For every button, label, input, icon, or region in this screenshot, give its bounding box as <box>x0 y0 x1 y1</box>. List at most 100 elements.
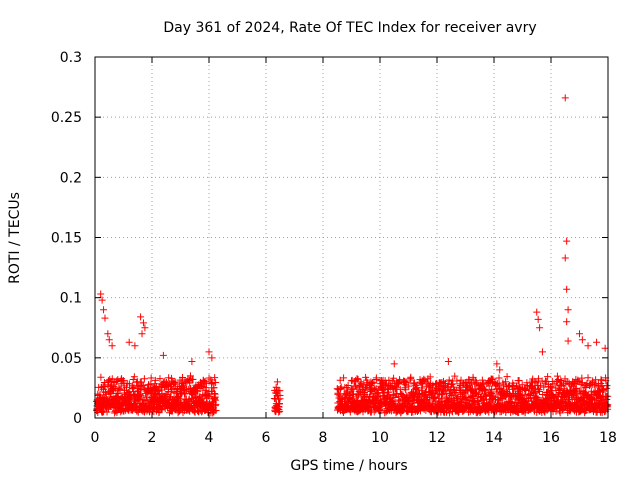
data-point <box>461 379 469 387</box>
data-point <box>407 373 415 381</box>
data-point <box>496 366 504 374</box>
data-point <box>576 330 583 338</box>
data-point <box>276 392 284 400</box>
data-point <box>413 386 421 394</box>
y-tick-label: 0.3 <box>60 50 82 66</box>
data-point <box>156 375 164 383</box>
data-point <box>405 382 413 390</box>
data-point <box>515 377 523 385</box>
data-point <box>582 384 590 392</box>
data-points <box>92 94 612 417</box>
y-tick-labels: 0 0.05 0.1 0.15 0.2 0.25 0.3 <box>51 50 82 427</box>
data-point <box>372 385 380 393</box>
data-point <box>212 400 220 408</box>
data-point <box>488 386 496 394</box>
data-point <box>171 379 179 387</box>
x-tick-label: 16 <box>542 430 560 446</box>
data-point <box>157 406 165 414</box>
data-point <box>438 378 446 386</box>
data-point <box>401 377 409 385</box>
data-point <box>552 407 560 415</box>
data-point <box>113 409 121 417</box>
data-point <box>151 376 159 384</box>
data-point <box>564 337 572 345</box>
data-point <box>356 381 364 389</box>
x-tick-label: 12 <box>428 430 446 446</box>
data-point <box>536 324 544 332</box>
x-tick-labels: 0 2 4 6 8 10 12 14 16 18 <box>91 430 617 446</box>
data-point <box>473 380 481 388</box>
data-point <box>577 380 585 388</box>
x-tick-label: 2 <box>148 430 157 446</box>
data-point <box>206 392 214 400</box>
data-point <box>568 396 576 404</box>
x-tick-label: 10 <box>371 430 389 446</box>
axis-ticks <box>94 56 609 419</box>
data-point <box>535 386 543 394</box>
data-point <box>453 377 461 385</box>
data-point <box>104 330 112 338</box>
data-point <box>179 373 187 381</box>
data-point <box>116 385 124 393</box>
data-point <box>180 382 188 390</box>
data-point <box>350 378 358 386</box>
data-point <box>563 318 571 326</box>
x-tick-label: 4 <box>205 430 214 446</box>
data-point <box>574 376 582 384</box>
data-point <box>136 390 144 398</box>
data-point <box>369 379 377 387</box>
data-point <box>584 342 592 350</box>
data-point <box>578 336 586 344</box>
data-point <box>161 377 169 385</box>
data-point <box>402 386 410 394</box>
data-point <box>186 372 194 380</box>
data-point <box>561 94 569 102</box>
data-point <box>141 324 149 332</box>
data-point <box>353 375 361 383</box>
data-point <box>425 388 433 396</box>
data-point <box>175 394 183 402</box>
data-point <box>578 374 586 382</box>
data-point <box>101 314 109 322</box>
data-point <box>451 372 459 380</box>
data-point <box>603 382 611 390</box>
data-point <box>481 386 489 394</box>
data-point <box>138 330 146 338</box>
data-point <box>201 378 209 386</box>
data-point <box>211 396 219 404</box>
data-point <box>147 374 155 382</box>
data-point <box>165 374 173 382</box>
data-point <box>108 342 116 350</box>
data-point <box>399 405 407 413</box>
data-point <box>587 380 595 388</box>
data-point <box>457 376 465 384</box>
data-point <box>563 285 571 293</box>
y-tick-label: 0 <box>73 411 82 427</box>
x-tick-label: 14 <box>485 430 503 446</box>
grid <box>95 57 608 418</box>
data-point <box>533 308 541 316</box>
data-point <box>538 348 546 356</box>
data-point <box>108 375 116 383</box>
data-point <box>372 374 380 382</box>
data-point <box>171 380 179 388</box>
data-point <box>385 388 393 396</box>
data-point <box>390 374 398 382</box>
x-tick-label: 0 <box>91 430 100 446</box>
data-point <box>455 385 463 393</box>
data-point <box>210 384 218 392</box>
data-point <box>188 357 196 365</box>
data-point <box>485 382 493 390</box>
data-point <box>114 390 122 398</box>
data-point <box>521 397 529 405</box>
data-point <box>97 373 105 381</box>
data-point <box>276 407 284 415</box>
y-tick-label: 0.15 <box>51 231 82 247</box>
data-point <box>122 384 130 392</box>
data-point <box>544 373 552 381</box>
y-tick-label: 0.05 <box>51 351 82 367</box>
data-point <box>131 342 139 350</box>
data-point <box>546 383 554 391</box>
data-point <box>130 373 138 381</box>
data-point <box>597 376 605 384</box>
